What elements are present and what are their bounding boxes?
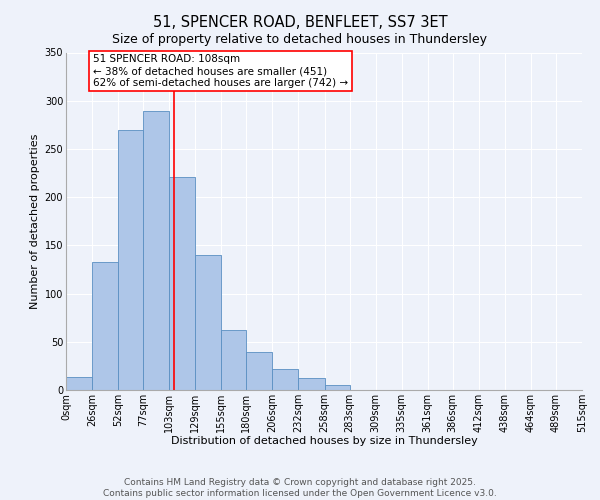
Bar	[66, 378, 92, 390]
Text: 51, SPENCER ROAD, BENFLEET, SS7 3ET: 51, SPENCER ROAD, BENFLEET, SS7 3ET	[152, 15, 448, 30]
Bar	[118, 130, 143, 390]
Bar	[195, 255, 221, 390]
Text: Contains HM Land Registry data © Crown copyright and database right 2025.
Contai: Contains HM Land Registry data © Crown c…	[103, 478, 497, 498]
Bar	[247, 352, 272, 390]
X-axis label: Distribution of detached houses by size in Thundersley: Distribution of detached houses by size …	[170, 436, 478, 446]
Bar	[92, 262, 118, 390]
Bar	[221, 330, 247, 390]
Text: Size of property relative to detached houses in Thundersley: Size of property relative to detached ho…	[113, 32, 487, 46]
Bar	[298, 378, 325, 390]
Y-axis label: Number of detached properties: Number of detached properties	[31, 134, 40, 309]
Bar	[325, 385, 350, 390]
Bar	[272, 369, 298, 390]
Bar	[143, 112, 169, 390]
Bar	[169, 177, 195, 390]
Text: 51 SPENCER ROAD: 108sqm
← 38% of detached houses are smaller (451)
62% of semi-d: 51 SPENCER ROAD: 108sqm ← 38% of detache…	[93, 54, 348, 88]
